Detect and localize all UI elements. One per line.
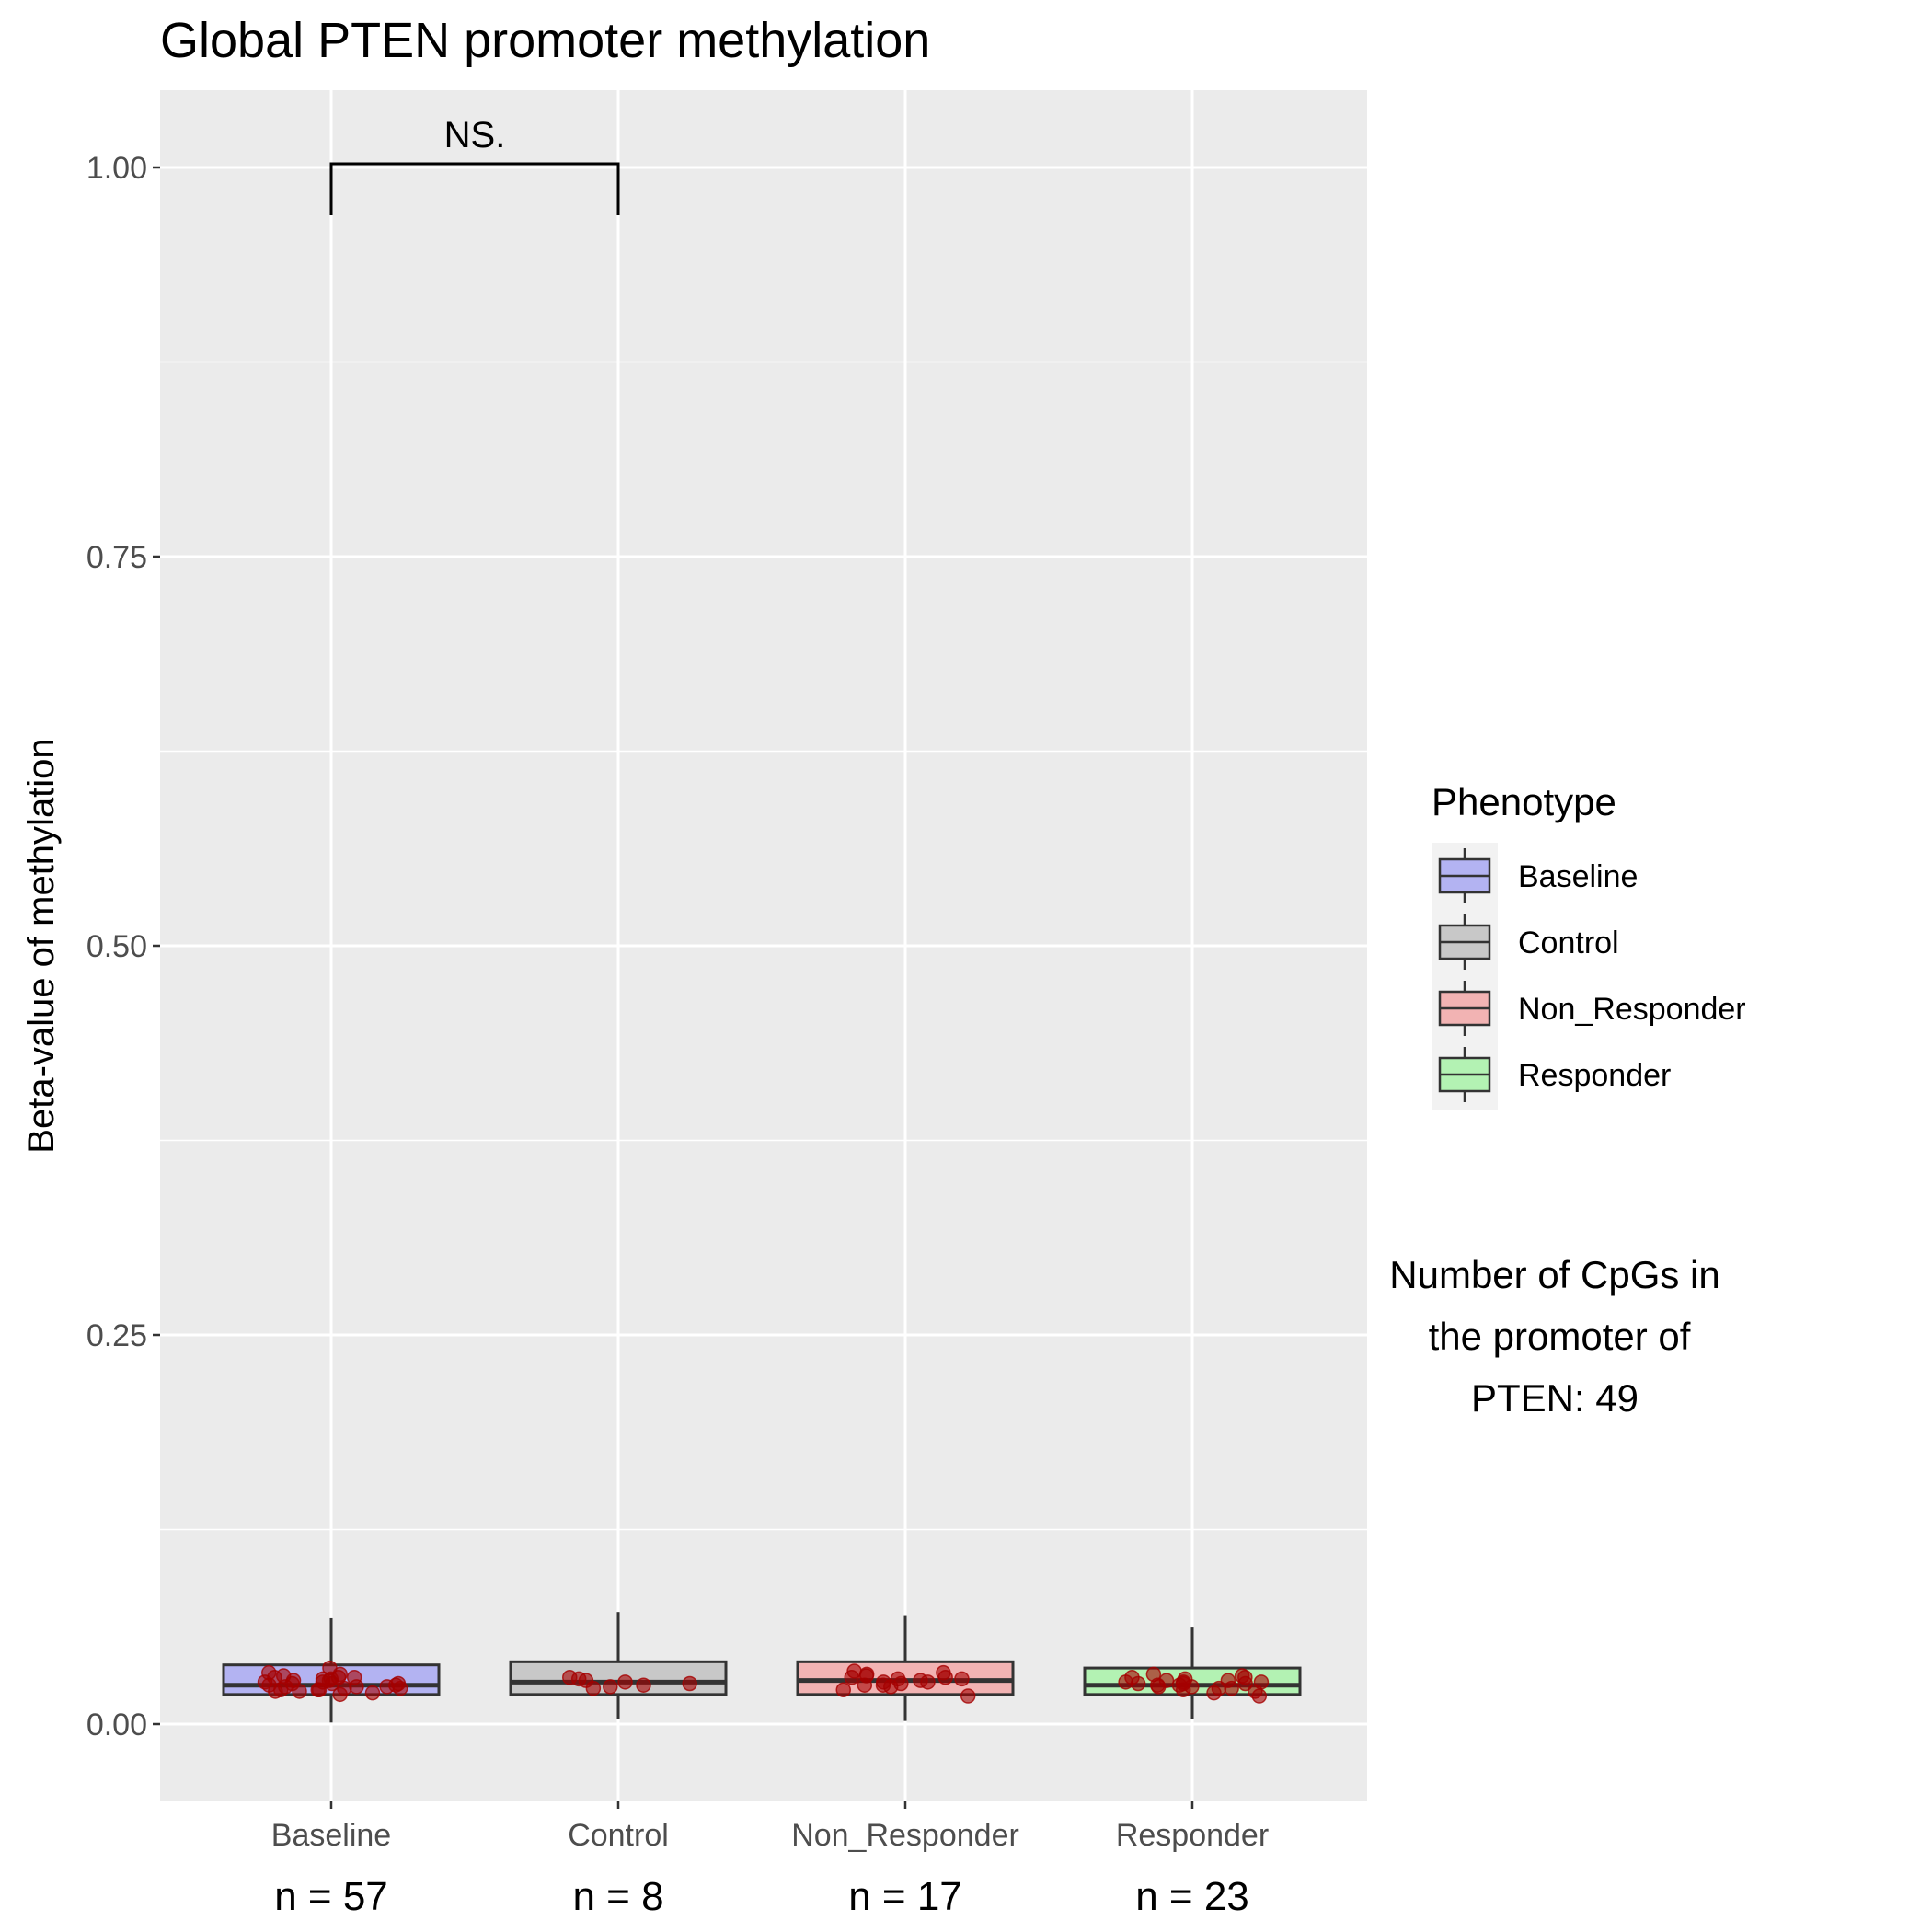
data-point xyxy=(585,1680,602,1696)
y-axis-label: Beta-value of methylation xyxy=(21,738,62,1153)
data-point xyxy=(1145,1666,1162,1683)
sample-size-label: n = 8 xyxy=(572,1874,663,1919)
annotation-line-2: the promoter of xyxy=(1429,1315,1691,1358)
legend-title: Phenotype xyxy=(1432,780,1616,823)
y-tick-label: 0.25 xyxy=(86,1318,147,1353)
data-point xyxy=(890,1671,906,1687)
significance-label: NS. xyxy=(444,115,506,155)
legend-label: Non_Responder xyxy=(1518,992,1746,1027)
y-tick-label: 1.00 xyxy=(86,151,147,186)
data-point xyxy=(1206,1685,1222,1701)
data-point xyxy=(332,1686,348,1703)
data-point xyxy=(844,1669,860,1685)
data-point xyxy=(920,1674,936,1690)
significance-line xyxy=(329,162,620,215)
sample-size-label: n = 57 xyxy=(274,1874,388,1919)
data-point xyxy=(617,1674,633,1690)
data-point xyxy=(311,1682,328,1698)
x-tick-label: Control xyxy=(568,1818,669,1853)
data-point xyxy=(1248,1684,1263,1699)
data-point xyxy=(349,1679,364,1695)
x-tick-label: Non_Responder xyxy=(791,1818,1019,1853)
legend-label: Control xyxy=(1518,926,1619,960)
significance-bracket: NS. xyxy=(329,115,620,215)
data-point xyxy=(278,1679,293,1695)
x-axis-ticks: Baseline n = 57 Control n = 8 Non_Respondern… xyxy=(271,1801,1269,1919)
data-point xyxy=(1151,1679,1167,1695)
y-tick-label: 0.50 xyxy=(86,929,147,964)
data-point xyxy=(1237,1675,1253,1692)
y-axis-ticks: 0.00 0.25 0.50 0.75 1.00 xyxy=(86,151,160,1742)
y-tick-label: 0.00 xyxy=(86,1708,147,1742)
sample-size-label: n = 17 xyxy=(848,1874,962,1919)
y-tick-label: 0.75 xyxy=(86,540,147,575)
data-point xyxy=(570,1671,587,1687)
data-point xyxy=(636,1677,651,1693)
chart-title: Global PTEN promoter methylation xyxy=(160,13,930,68)
data-point xyxy=(390,1675,407,1692)
legend-label: Baseline xyxy=(1518,859,1638,894)
x-tick-label: Responder xyxy=(1116,1818,1269,1853)
annotation-line-3: PTEN: 49 xyxy=(1471,1376,1639,1420)
data-point xyxy=(257,1674,273,1690)
data-point xyxy=(1118,1674,1133,1690)
data-point xyxy=(603,1679,618,1695)
cpg-annotation: Number of CpGs in the promoter of PTEN: … xyxy=(1389,1253,1719,1420)
data-point xyxy=(835,1682,851,1698)
legend-label: Responder xyxy=(1518,1058,1671,1093)
data-point xyxy=(954,1671,970,1687)
data-point xyxy=(1130,1675,1146,1692)
data-point xyxy=(364,1685,381,1701)
data-point xyxy=(330,1669,347,1685)
data-points xyxy=(257,1660,1270,1704)
sample-size-label: n = 23 xyxy=(1135,1874,1249,1919)
data-point xyxy=(682,1675,697,1692)
x-tick-label: Baseline xyxy=(271,1818,391,1853)
legend: Phenotype Baseline Control Non_Responder Re… xyxy=(1432,780,1746,1110)
data-point xyxy=(1224,1680,1239,1696)
data-point xyxy=(960,1688,976,1704)
data-point xyxy=(1176,1674,1191,1690)
legend-items: Baseline Control Non_Responder Responder xyxy=(1438,848,1746,1102)
grid-major-lines xyxy=(160,90,1367,1801)
data-point xyxy=(857,1677,873,1693)
grid-minor-lines xyxy=(160,361,1367,1531)
data-point xyxy=(936,1664,951,1681)
annotation-line-1: Number of CpGs in xyxy=(1389,1253,1719,1296)
